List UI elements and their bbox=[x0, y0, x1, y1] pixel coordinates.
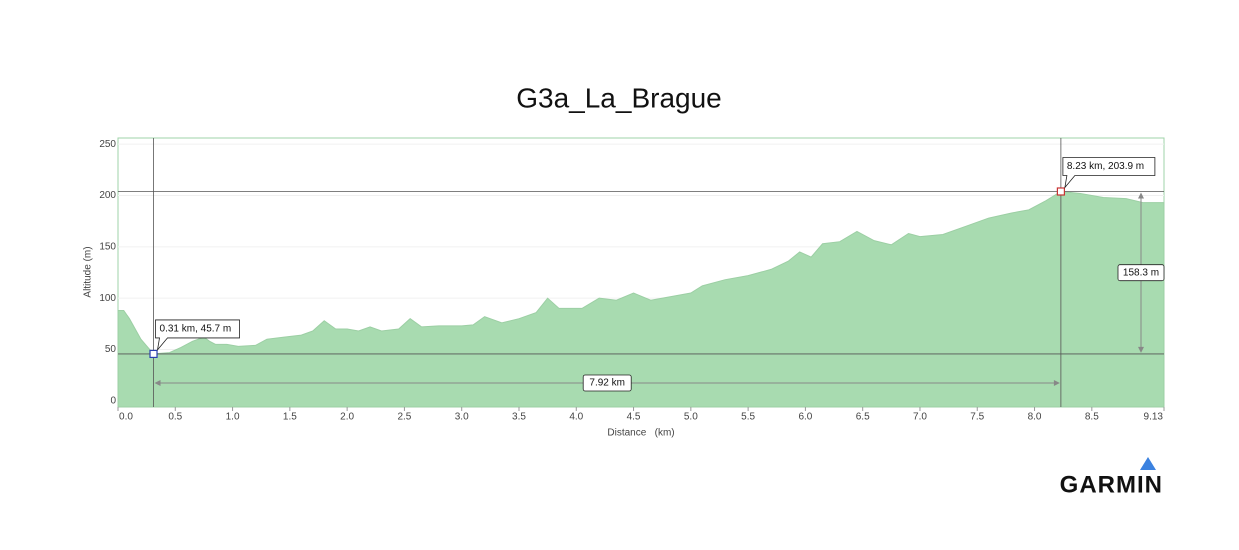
y-tick-label: 150 bbox=[99, 241, 116, 252]
callout-box bbox=[155, 319, 240, 352]
climb-label: 158.3 m bbox=[1123, 267, 1159, 278]
point-marker bbox=[149, 349, 158, 359]
callout-label: 0.31 km, 45.7 m bbox=[160, 324, 232, 335]
callout-box bbox=[1062, 157, 1156, 189]
distance-box bbox=[582, 374, 632, 392]
x-tick-label: 2.5 bbox=[397, 412, 411, 423]
x-tick-label: 5.5 bbox=[741, 412, 755, 423]
x-tick-label: 9.13 bbox=[1144, 412, 1164, 423]
x-tick-label: 5.0 bbox=[684, 412, 698, 423]
x-tick-label: 1.0 bbox=[226, 412, 240, 423]
y-tick-label: 0 bbox=[110, 395, 116, 406]
y-axis-label: Altitude (m) bbox=[83, 246, 94, 297]
x-tick-label: 6.0 bbox=[798, 412, 812, 423]
x-tick-label: 0.0 bbox=[119, 412, 133, 423]
elevation-area bbox=[117, 190, 1165, 408]
x-tick-label: 0.5 bbox=[168, 412, 182, 423]
x-tick-label: 3.5 bbox=[512, 412, 526, 423]
climb-box bbox=[1117, 264, 1165, 282]
x-tick-label: 2.0 bbox=[340, 412, 354, 423]
x-tick-label: 7.0 bbox=[913, 412, 927, 423]
y-tick-label: 50 bbox=[105, 344, 117, 355]
x-tick-label: 1.5 bbox=[283, 412, 297, 423]
x-tick-label: 4.5 bbox=[627, 412, 641, 423]
logo-triangle bbox=[1140, 457, 1156, 470]
chart-title: G3a_La_Brague bbox=[516, 82, 722, 113]
x-tick-label: 7.5 bbox=[970, 412, 984, 423]
x-tick-label: 3.0 bbox=[455, 412, 469, 423]
x-tick-label: 8.5 bbox=[1085, 412, 1099, 423]
x-axis-label: Distance (km) bbox=[607, 428, 674, 439]
x-tick-label: 8.0 bbox=[1028, 412, 1042, 423]
y-tick-label: 250 bbox=[99, 139, 116, 150]
brand-logo: GARMIN bbox=[1060, 471, 1163, 498]
callout-label: 8.23 km, 203.9 m bbox=[1067, 161, 1144, 172]
y-tick-label: 200 bbox=[99, 190, 116, 201]
y-tick-label: 100 bbox=[99, 293, 116, 304]
x-tick-label: 4.0 bbox=[569, 412, 583, 423]
x-tick-label: 6.5 bbox=[856, 412, 870, 423]
distance-label: 7.92 km bbox=[589, 378, 625, 389]
point-marker bbox=[1056, 187, 1065, 196]
